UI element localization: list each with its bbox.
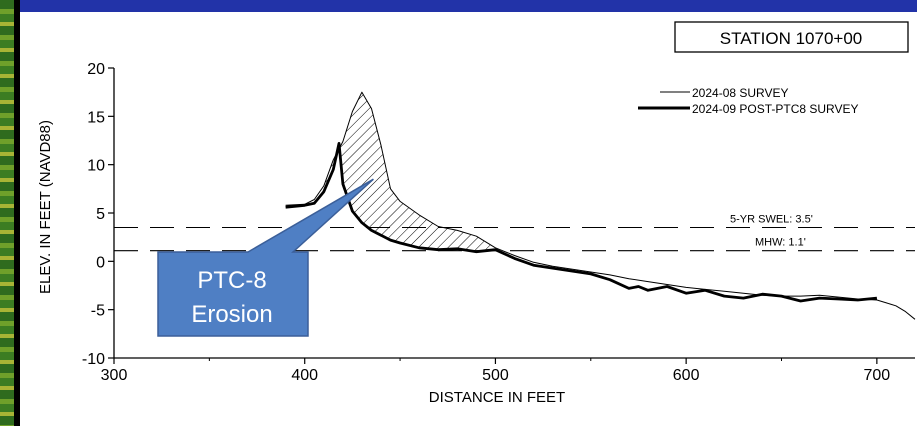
reference-lines: 5-YR SWEL: 3.5' MHW: 1.1' — [114, 214, 915, 252]
y-tick-label: -5 — [91, 303, 105, 320]
y-tick-label: 5 — [96, 206, 105, 223]
legend-label-2: 2024-09 POST-PTC8 SURVEY — [692, 102, 859, 116]
frame-left-strip — [0, 0, 14, 426]
y-tick-label: 0 — [96, 254, 105, 271]
plot-area — [285, 91, 916, 320]
chart-title: STATION 1070+00 — [720, 29, 863, 48]
x-tick-label: 300 — [101, 367, 128, 384]
frame-left-border — [14, 0, 20, 426]
reference-line-label: 5-YR SWEL: 3.5' — [730, 214, 813, 226]
y-axis-label: ELEV. IN FEET (NAVD88) — [37, 120, 54, 294]
x-tick-label: 700 — [864, 367, 891, 384]
series-line-2024-08 — [285, 91, 916, 320]
callout-line-1: PTC-8 — [197, 267, 266, 294]
callout-line-2: Erosion — [191, 301, 272, 328]
y-tick-label: -10 — [82, 351, 105, 368]
y-tick-label: 10 — [87, 158, 105, 175]
erosion-callout — [157, 178, 374, 337]
chart-panel: STATION 1070+00 ELEV. IN FEET (NAVD88) D… — [20, 12, 917, 426]
station-box — [674, 21, 909, 53]
y-tick-label: 15 — [87, 109, 105, 126]
x-tick-label: 600 — [673, 367, 700, 384]
frame-top-bar — [0, 0, 917, 12]
x-tick-label: 500 — [482, 367, 509, 384]
legend-label-1: 2024-08 SURVEY — [692, 86, 789, 100]
y-tick-label: 20 — [87, 61, 105, 78]
reference-line-label: MHW: 1.1' — [755, 237, 806, 249]
x-axis-label: DISTANCE IN FEET — [429, 389, 565, 406]
cross-section-chart: STATION 1070+00 ELEV. IN FEET (NAVD88) D… — [37, 21, 916, 406]
x-tick-label: 400 — [291, 367, 318, 384]
